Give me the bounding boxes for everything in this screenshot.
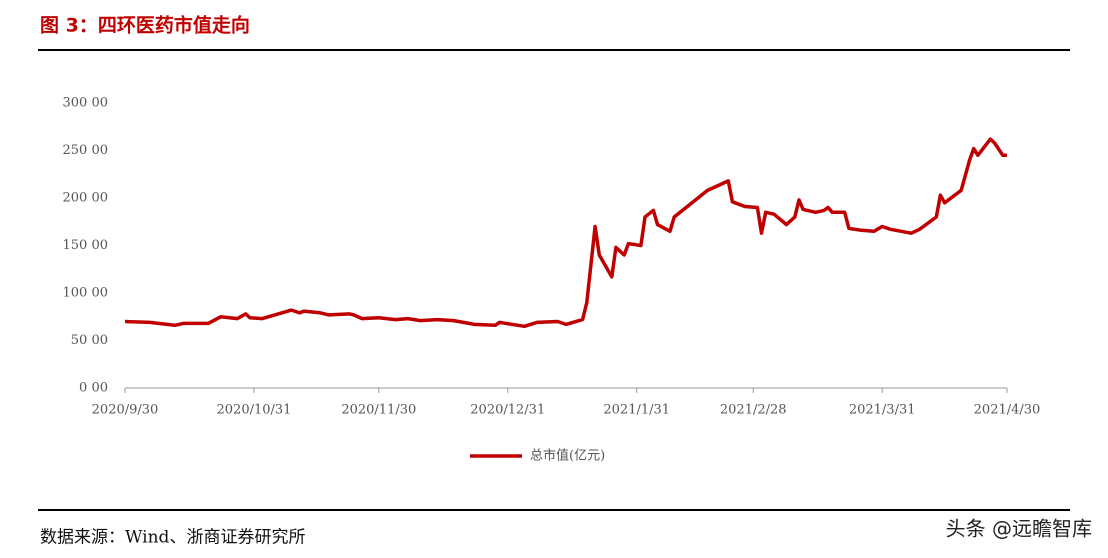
x-tick-label: 2021/2/28 (720, 403, 787, 418)
x-tick-label: 2020/11/30 (341, 403, 416, 418)
y-tick-label: 100 00 (63, 286, 109, 301)
y-tick-label: 250 00 (63, 143, 109, 158)
x-tick-label: 2020/12/31 (470, 403, 545, 418)
x-tick-label: 2021/1/31 (603, 403, 670, 418)
data-line (124, 137, 1007, 329)
y-tick-label: 0 00 (79, 381, 108, 396)
x-tick-label: 2021/4/30 (974, 403, 1041, 418)
x-tick-label: 2020/10/31 (217, 403, 292, 418)
y-tick-label: 300 00 (63, 96, 109, 111)
legend-label: 总市值(亿元) (530, 448, 605, 464)
y-tick-label: 200 00 (63, 191, 109, 206)
x-tick-label: 2020/9/30 (92, 403, 159, 418)
watermark: 头条 @远瞻智库 (946, 517, 1092, 541)
y-tick-label: 150 00 (63, 238, 109, 253)
source-note: 数据来源：Wind、浙商证券研究所 (40, 528, 305, 548)
y-tick-label: 50 00 (71, 333, 108, 348)
chart-title: 图 3：四环医药市值走向 (40, 14, 250, 37)
x-tick-label: 2021/3/31 (849, 403, 916, 418)
